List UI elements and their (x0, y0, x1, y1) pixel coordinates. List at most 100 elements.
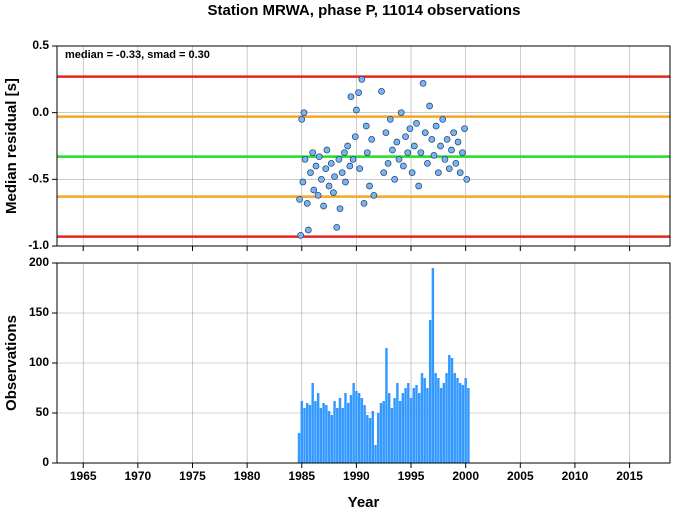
bar (346, 403, 350, 463)
scatter-point (309, 149, 317, 157)
scatter-point (307, 169, 314, 177)
bar (396, 383, 399, 463)
bar (349, 395, 353, 463)
scatter-point (366, 182, 373, 190)
scatter-point (424, 159, 431, 167)
scatter-point (439, 115, 447, 123)
scatter-point (363, 149, 371, 157)
bar (341, 408, 344, 463)
x-tick-label: 1980 (234, 469, 261, 483)
scatter-point (413, 119, 420, 127)
x-tick-label: 2010 (562, 469, 589, 483)
bar (305, 403, 309, 463)
scatter-point (461, 125, 468, 133)
scatter-point (331, 173, 338, 181)
bar (352, 383, 355, 463)
x-tick-label: 1965 (70, 469, 97, 483)
bar (382, 401, 385, 463)
scatter-point (355, 89, 362, 97)
bar (355, 391, 358, 463)
bar (467, 388, 470, 463)
x-tick-label: 1995 (398, 469, 425, 483)
scatter-point (297, 231, 305, 239)
scatter-point (304, 226, 312, 234)
scatter-point (360, 199, 368, 207)
scatter-point (419, 79, 427, 87)
y-axis-label: Observations (3, 315, 20, 411)
bar (330, 415, 334, 463)
bar (412, 388, 415, 463)
scatter-point (303, 199, 311, 207)
bar (431, 268, 435, 463)
bar (338, 398, 342, 463)
scatter-point (296, 195, 303, 203)
scatter-point (408, 169, 416, 177)
bar (428, 320, 432, 463)
scatter-point (298, 115, 306, 123)
bar (390, 408, 394, 463)
bar (336, 408, 339, 463)
plot-frame (56, 262, 671, 464)
scatter-point (459, 149, 466, 157)
scatter-point (336, 205, 344, 213)
bar (461, 385, 465, 463)
bar (456, 378, 459, 463)
scatter-point (437, 142, 444, 150)
scatter-point (301, 155, 309, 163)
bar (450, 358, 454, 463)
bar (407, 383, 410, 463)
bar (297, 433, 301, 463)
bar (401, 393, 405, 463)
bar (374, 445, 377, 463)
x-tick-label: 1970 (125, 469, 152, 483)
scatter-point (430, 151, 438, 159)
scatter-point (315, 153, 323, 161)
bar (420, 373, 424, 463)
scatter-point (400, 162, 407, 170)
scatter-point (402, 133, 409, 141)
y-tick-label: 100 (29, 355, 49, 369)
y-tick-label: 200 (29, 255, 49, 269)
scatter-point (382, 129, 390, 137)
bar (327, 411, 331, 463)
bar (437, 378, 440, 463)
x-tick-label: 2005 (507, 469, 534, 483)
x-tick-label: 2000 (452, 469, 479, 483)
scatter-point (384, 159, 392, 167)
scatter-point (330, 189, 337, 197)
scatter-point (333, 223, 341, 231)
scatter-point (391, 175, 398, 183)
y-tick-label: -0.5 (28, 172, 49, 186)
scatter-point (395, 155, 403, 163)
scatter-point (314, 191, 322, 199)
y-tick-label: 50 (36, 405, 50, 419)
scatter-point (426, 102, 433, 110)
scatter-point (456, 169, 464, 177)
scatter-point (432, 122, 440, 130)
y-tick-label: -1.0 (28, 238, 49, 252)
bar (311, 383, 314, 463)
scatter-point (410, 142, 418, 150)
bar (398, 401, 402, 463)
x-tick-label: 1985 (288, 469, 315, 483)
bar (409, 398, 413, 463)
y-tick-label: 0.0 (32, 105, 49, 119)
scatter-point (452, 159, 460, 167)
scatter-point (327, 159, 335, 167)
scatter-point (322, 165, 330, 173)
scatter-point (300, 109, 308, 117)
scatter-point (448, 146, 455, 154)
bar (314, 401, 317, 463)
bar (366, 415, 369, 463)
bar (423, 378, 426, 463)
plot-frame (56, 45, 671, 247)
scatter-point (312, 162, 320, 170)
scatter-point (351, 133, 359, 141)
bar (379, 403, 383, 463)
scatter-point (299, 178, 307, 186)
bar (458, 383, 462, 463)
bar (308, 405, 312, 463)
bar (387, 393, 391, 463)
scatter-point (370, 191, 378, 199)
annotation: median = -0.33, smad = 0.30 (65, 49, 210, 61)
